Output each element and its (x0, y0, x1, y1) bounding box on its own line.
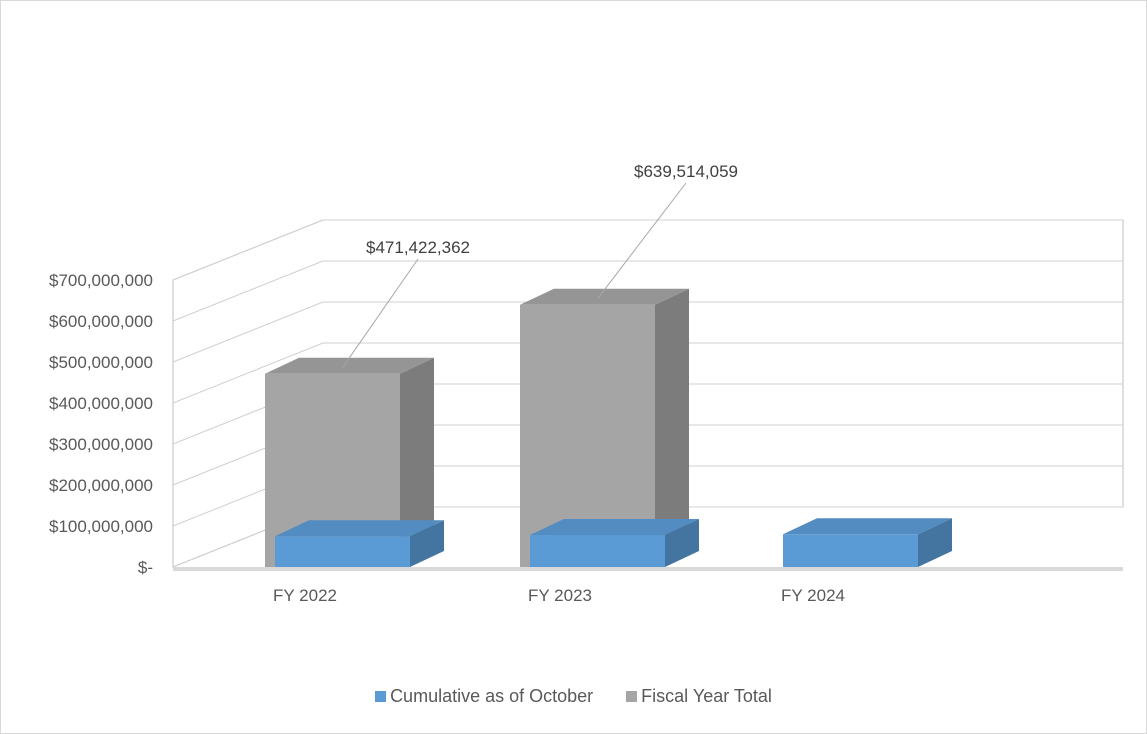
gridline-side-4 (172, 342, 324, 404)
legend: Cumulative as of October Fiscal Year Tot… (0, 686, 1147, 707)
bars (265, 288, 952, 567)
x-category-label: FY 2022 (273, 586, 337, 605)
y-tick-label: $500,000,000 (49, 353, 153, 372)
bar-cumulative-0 (275, 520, 444, 567)
floor-edge (173, 567, 1123, 571)
y-tick-label: $700,000,000 (49, 271, 153, 290)
y-tick-label: $100,000,000 (49, 517, 153, 536)
gridline-side-6 (172, 260, 324, 322)
y-tick-label: $- (138, 558, 153, 577)
data-labels: $471,422,362 $639,514,059 (342, 162, 738, 369)
gridline-side-7 (172, 219, 324, 281)
x-category-label: FY 2024 (781, 586, 845, 605)
bar-fiscal-year-total-0 (265, 357, 434, 567)
y-axis-tick-labels: $- $100,000,000 $200,000,000 $300,000,000 $4… (49, 271, 153, 577)
x-axis-category-labels: FY 2022 FY 2023 FY 2024 (273, 586, 845, 605)
data-label-0: $471,422,362 (366, 238, 470, 257)
bar-chart: $- $100,000,000 $200,000,000 $300,000,000 $4… (49, 162, 1124, 605)
legend-swatch-cumulative (375, 690, 387, 702)
data-label-leader-1 (597, 182, 687, 300)
legend-swatch-fiscal-year-total (626, 690, 638, 702)
legend-label-cumulative: Cumulative as of October (390, 686, 594, 706)
gridline-side-5 (172, 301, 324, 363)
y-tick-label: $300,000,000 (49, 435, 153, 454)
bar-fiscal-year-total-1 (520, 288, 689, 567)
legend-item-cumulative: Cumulative as of October (375, 686, 593, 707)
data-label-leader-0 (342, 258, 419, 369)
y-tick-label: $200,000,000 (49, 476, 153, 495)
legend-item-fiscal-year-total: Fiscal Year Total (626, 686, 772, 707)
bar-cumulative-2 (783, 518, 952, 567)
gridlines (172, 219, 1123, 568)
x-category-label: FY 2023 (528, 586, 592, 605)
y-tick-label: $600,000,000 (49, 312, 153, 331)
data-label-1: $639,514,059 (634, 162, 738, 181)
legend-label-fiscal-year-total: Fiscal Year Total (641, 686, 772, 706)
y-tick-label: $400,000,000 (49, 394, 153, 413)
bar-cumulative-1 (530, 519, 699, 567)
